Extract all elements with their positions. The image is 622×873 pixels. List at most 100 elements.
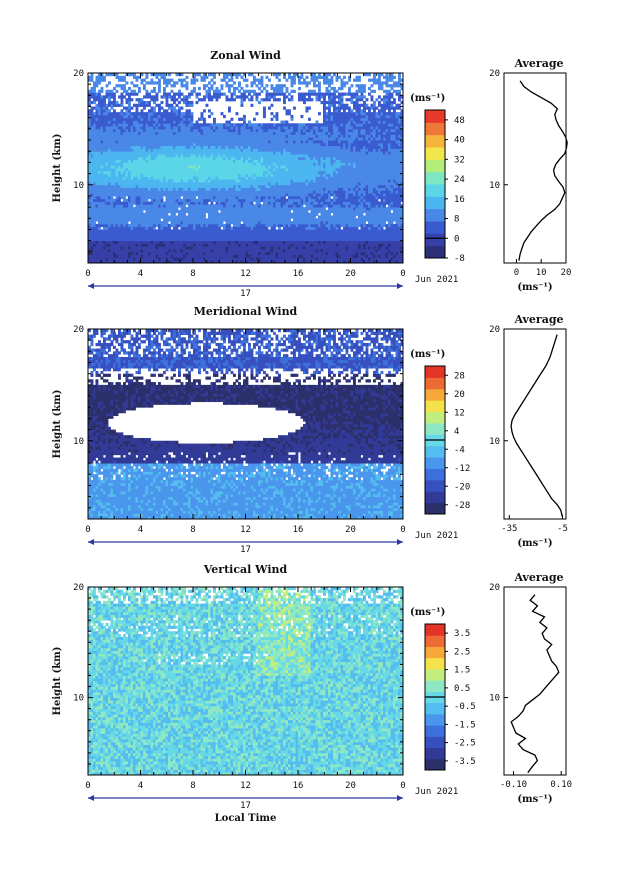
- heatmap-cell: [340, 184, 344, 188]
- heatmap-cell: [285, 223, 289, 228]
- heatmap-cell: [278, 254, 281, 258]
- heatmap-cell: [115, 159, 119, 163]
- heatmap-cell: [148, 159, 151, 163]
- heatmap-cell: [150, 243, 154, 247]
- heatmap-cell: [145, 170, 149, 174]
- heatmap-cell: [200, 179, 204, 183]
- heatmap-cell: [118, 235, 121, 239]
- heatmap-cell: [93, 154, 96, 158]
- heatmap-cell: [345, 159, 349, 163]
- heatmap-cell: [233, 254, 236, 258]
- heatmap-cell: [390, 165, 394, 169]
- heatmap-cell: [308, 165, 311, 169]
- heatmap-cell: [108, 184, 111, 188]
- heatmap-cell: [253, 151, 256, 155]
- heatmap-cell: [320, 229, 324, 233]
- heatmap-cell: [343, 232, 346, 236]
- heatmap-cell: [240, 193, 244, 197]
- heatmap-cell: [100, 193, 104, 197]
- heatmap-cell: [210, 198, 214, 202]
- heatmap-cell: [353, 193, 356, 197]
- heatmap-cell: [303, 246, 306, 250]
- heatmap-cell: [170, 209, 174, 214]
- heatmap-cell: [98, 229, 101, 233]
- heatmap-cell: [190, 195, 194, 200]
- heatmap-cell: [235, 254, 239, 258]
- heatmap-cell: [100, 195, 104, 200]
- heatmap-cell: [298, 187, 301, 191]
- heatmap-cell: [93, 176, 96, 180]
- heatmap-cell: [218, 257, 221, 261]
- heatmap-cell: [273, 193, 276, 197]
- heatmap-cell: [218, 176, 221, 180]
- heatmap-cell: [343, 240, 346, 244]
- heatmap-cell: [255, 156, 259, 161]
- heatmap-cell: [160, 223, 164, 228]
- heatmap-cell: [218, 151, 221, 155]
- heatmap-cell: [263, 173, 266, 177]
- heatmap-cell: [398, 168, 401, 172]
- heatmap-cell: [148, 151, 151, 155]
- heatmap-cell: [203, 184, 206, 188]
- heatmap-cell: [130, 195, 134, 200]
- heatmap-cell: [273, 257, 276, 261]
- heatmap-cell: [238, 187, 241, 191]
- heatmap-cell: [338, 165, 341, 169]
- heatmap-cell: [250, 165, 254, 169]
- heatmap-cell: [220, 209, 224, 214]
- heatmap-cell: [135, 246, 139, 250]
- heatmap-cell: [153, 249, 156, 253]
- heatmap-cell: [108, 148, 111, 152]
- heatmap-cell: [128, 207, 131, 211]
- heatmap-cell: [295, 173, 299, 177]
- heatmap-cell: [103, 165, 106, 169]
- heatmap-cell: [225, 170, 229, 174]
- heatmap-cell: [400, 187, 404, 191]
- heatmap-cell: [245, 260, 249, 264]
- heatmap-cell: [245, 254, 249, 258]
- heatmap-cell: [93, 181, 96, 186]
- heatmap-cell: [368, 173, 371, 177]
- heatmap-cell: [303, 237, 306, 242]
- heatmap-cell: [198, 168, 201, 172]
- heatmap-cell: [303, 187, 306, 191]
- heatmap-cell: [123, 218, 126, 222]
- heatmap-cell: [385, 212, 389, 216]
- heatmap-cell: [363, 229, 366, 233]
- heatmap-cell: [105, 170, 109, 174]
- heatmap-cell: [283, 223, 286, 228]
- heatmap-cell: [125, 229, 129, 233]
- heatmap-cell: [160, 170, 164, 174]
- heatmap-cell: [88, 159, 91, 163]
- heatmap-cell: [323, 243, 326, 247]
- heatmap-cell: [320, 260, 324, 264]
- heatmap-cell: [300, 195, 304, 200]
- heatmap-cell: [350, 165, 354, 169]
- heatmap-cell: [223, 190, 226, 194]
- heatmap-cell: [273, 240, 276, 244]
- heatmap-cell: [265, 209, 269, 214]
- heatmap-cell: [90, 168, 94, 172]
- heatmap-cell: [390, 212, 394, 216]
- heatmap-cell: [335, 204, 339, 208]
- heatmap-cell: [128, 162, 131, 166]
- heatmap-cell: [200, 193, 204, 197]
- heatmap-cell: [130, 201, 134, 205]
- heatmap-cell: [188, 181, 191, 186]
- heatmap-cell: [385, 201, 389, 205]
- heatmap-cell: [165, 243, 169, 247]
- heatmap-cell: [140, 184, 144, 188]
- heatmap-cell: [218, 179, 221, 183]
- heatmap-cell: [88, 201, 91, 205]
- heatmap-cell: [268, 240, 271, 244]
- heatmap-cell: [320, 212, 324, 216]
- heatmap-cell: [345, 229, 349, 233]
- heatmap-cell: [278, 165, 281, 169]
- heatmap-cell: [298, 232, 301, 236]
- heatmap-cell: [398, 190, 401, 194]
- heatmap-cell: [175, 243, 179, 247]
- heatmap-cell: [115, 232, 119, 236]
- heatmap-cell: [210, 154, 214, 158]
- heatmap-cell: [155, 257, 159, 261]
- heatmap-cell: [310, 240, 314, 244]
